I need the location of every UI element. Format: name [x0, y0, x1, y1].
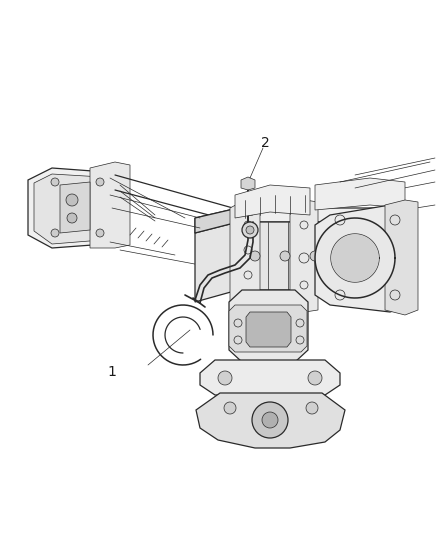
- Circle shape: [66, 194, 78, 206]
- Polygon shape: [246, 312, 291, 347]
- Circle shape: [224, 402, 236, 414]
- Circle shape: [246, 226, 254, 234]
- Polygon shape: [90, 162, 130, 248]
- Polygon shape: [229, 290, 308, 362]
- Circle shape: [96, 229, 104, 237]
- Polygon shape: [290, 200, 318, 312]
- Polygon shape: [315, 218, 395, 298]
- Polygon shape: [196, 393, 345, 448]
- Polygon shape: [195, 222, 388, 302]
- Polygon shape: [60, 182, 90, 233]
- Circle shape: [262, 412, 278, 428]
- Polygon shape: [315, 205, 410, 312]
- Polygon shape: [34, 174, 105, 244]
- Polygon shape: [200, 360, 340, 395]
- Text: 1: 1: [108, 365, 117, 379]
- Circle shape: [250, 251, 260, 261]
- Polygon shape: [28, 168, 110, 248]
- Polygon shape: [235, 185, 310, 218]
- Circle shape: [51, 178, 59, 186]
- Circle shape: [340, 251, 350, 261]
- Polygon shape: [195, 208, 388, 233]
- Circle shape: [51, 229, 59, 237]
- Circle shape: [306, 402, 318, 414]
- Polygon shape: [230, 200, 260, 310]
- Circle shape: [308, 371, 322, 385]
- Circle shape: [280, 251, 290, 261]
- Polygon shape: [315, 178, 405, 210]
- Circle shape: [370, 251, 380, 261]
- Text: 2: 2: [261, 136, 269, 150]
- Circle shape: [67, 213, 77, 223]
- Polygon shape: [195, 208, 238, 233]
- Circle shape: [218, 371, 232, 385]
- Polygon shape: [331, 234, 379, 282]
- Polygon shape: [241, 177, 255, 190]
- Polygon shape: [385, 200, 418, 315]
- Circle shape: [310, 251, 320, 261]
- Circle shape: [252, 402, 288, 438]
- Circle shape: [96, 178, 104, 186]
- Polygon shape: [229, 305, 307, 352]
- Circle shape: [242, 222, 258, 238]
